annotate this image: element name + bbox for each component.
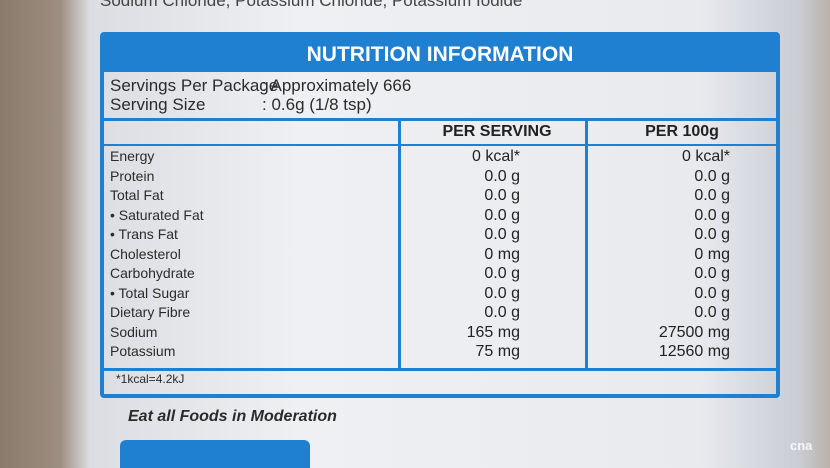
nutrient-name: • Trans Fat — [110, 226, 178, 242]
nutrient-name: Dietary Fibre — [110, 304, 191, 320]
footer-note: Eat all Foods in Moderation — [128, 408, 337, 425]
column-header: PER 100g — [645, 123, 719, 140]
per-serving: 0.0 g — [484, 304, 520, 321]
nutrient-name: Sodium — [110, 323, 158, 340]
nutrient-name: Potassium — [110, 343, 176, 359]
manufacturer-tab — [120, 440, 310, 468]
serving-value: : 0.6g (1/8 tsp) — [262, 95, 372, 114]
per-serving: 0 mg — [484, 245, 520, 263]
nutrient-name: Carbohydrate — [110, 265, 195, 281]
per-serving: 0 kcal* — [471, 148, 520, 165]
per-serving: 0.0 g — [484, 206, 520, 224]
divider — [398, 118, 401, 370]
nutrient-name: Total Fat — [110, 187, 164, 203]
per-100g: 0.0 g — [694, 226, 730, 243]
per-100g: 0.0 g — [694, 206, 730, 224]
serving-label: Serving Size — [110, 95, 206, 114]
per-100g: 12560 mg — [658, 343, 730, 360]
per-100g: 0.0 g — [694, 265, 730, 282]
per-100g: 0.0 g — [694, 304, 730, 321]
divider — [104, 368, 776, 371]
per-serving: 0.0 g — [484, 265, 520, 282]
per-100g: 0.0 g — [694, 187, 730, 204]
per-100g: 0 mg — [694, 245, 730, 263]
per-serving: 0.0 g — [484, 167, 520, 185]
nutrient-name: • Saturated Fat — [110, 206, 204, 223]
per-serving: 0.0 g — [484, 187, 520, 204]
divider — [104, 118, 776, 121]
column-header: PER SERVING — [442, 123, 552, 140]
per-100g: 27500 mg — [658, 323, 730, 341]
per-100g: 0 kcal* — [681, 148, 730, 165]
per-100g: 0.0 g — [694, 284, 730, 302]
per-serving: 165 mg — [466, 323, 520, 341]
logo: cna — [790, 438, 813, 453]
nutrient-name: Protein — [110, 167, 155, 184]
per-100g: 0.0 g — [694, 167, 730, 185]
per-serving: 75 mg — [475, 343, 520, 360]
panel-title: NUTRITION INFORMATION — [104, 36, 776, 72]
divider — [585, 118, 588, 370]
footnote: *1kcal=4.2kJ — [116, 372, 185, 386]
serving-value: : Approximately 666 — [262, 76, 412, 95]
per-serving: 0.0 g — [484, 226, 520, 243]
nutrition-panel — [100, 32, 780, 398]
nutrient-name: Energy — [110, 148, 155, 164]
divider — [104, 144, 776, 146]
per-serving: 0.0 g — [484, 284, 520, 302]
serving-label: Servings Per Package — [110, 76, 279, 95]
nutrient-name: Cholesterol — [110, 245, 181, 262]
ingredients: Sodium Chloride, Potassium Chloride, Pot… — [100, 0, 523, 10]
nutrient-name: • Total Sugar — [110, 284, 190, 301]
